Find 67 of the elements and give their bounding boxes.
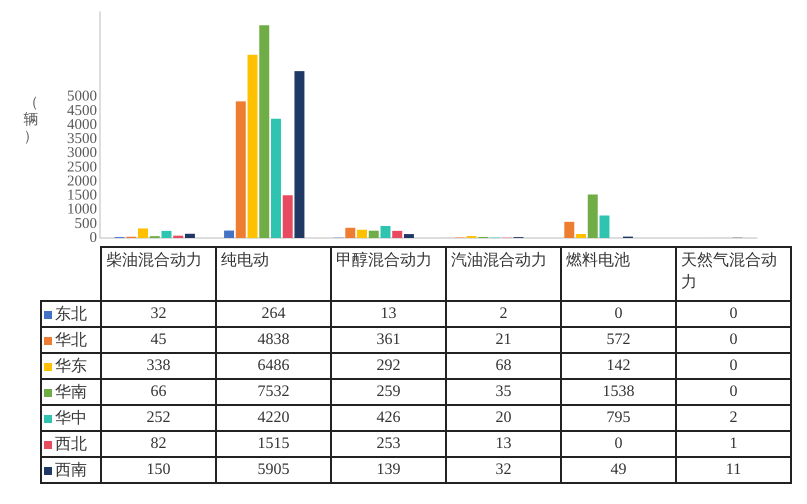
y-tick-label: 1500 bbox=[67, 188, 97, 204]
data-label: 2 bbox=[676, 405, 791, 431]
data-label: 7532 bbox=[216, 379, 331, 405]
data-label: 2 bbox=[446, 301, 561, 327]
data-label: 0 bbox=[676, 353, 791, 379]
data-label: 49 bbox=[561, 457, 676, 483]
data-label: 361 bbox=[331, 327, 446, 353]
data-label: 264 bbox=[216, 301, 331, 327]
data-label: 4838 bbox=[216, 327, 331, 353]
data-label: 0 bbox=[676, 379, 791, 405]
data-label: 0 bbox=[561, 301, 676, 327]
data-label: 426 bbox=[331, 405, 446, 431]
data-label: 21 bbox=[446, 327, 561, 353]
data-label: 1515 bbox=[216, 431, 331, 457]
data-label: 32 bbox=[446, 457, 561, 483]
data-label: 20 bbox=[446, 405, 561, 431]
data-label: 1538 bbox=[561, 379, 676, 405]
data-label: 252 bbox=[101, 405, 216, 431]
data-label: 35 bbox=[446, 379, 561, 405]
data-label: 45 bbox=[101, 327, 216, 353]
data-label: 13 bbox=[331, 301, 446, 327]
data-label: 795 bbox=[561, 405, 676, 431]
y-tick-label: 2500 bbox=[67, 159, 97, 176]
data-label: 4220 bbox=[216, 405, 331, 431]
legend-label: 华北 bbox=[41, 327, 101, 353]
data-label: 66 bbox=[101, 379, 216, 405]
y-tick-label: 0 bbox=[90, 230, 97, 246]
y-tick-label: 500 bbox=[74, 216, 97, 232]
data-label: 338 bbox=[101, 353, 216, 379]
data-label: 5905 bbox=[216, 457, 331, 483]
legend-label: 华南 bbox=[41, 379, 101, 405]
data-label: 0 bbox=[676, 301, 791, 327]
legend-label: 东北 bbox=[41, 301, 101, 327]
data-label: 6486 bbox=[216, 353, 331, 379]
data-label: 68 bbox=[446, 353, 561, 379]
data-label: 253 bbox=[331, 431, 446, 457]
y-tick-label: 2000 bbox=[67, 173, 97, 190]
y-tick-label: 3500 bbox=[67, 131, 97, 148]
x-tick-label: 甲醇混合动力 bbox=[331, 247, 446, 301]
x-tick-label: 柴油混合动力 bbox=[101, 247, 216, 301]
y-tick-label: 3000 bbox=[67, 145, 97, 162]
data-label: 150 bbox=[101, 457, 216, 483]
legend-label: 西北 bbox=[41, 431, 101, 457]
data-label: 32 bbox=[101, 301, 216, 327]
data-label: 82 bbox=[101, 431, 216, 457]
legend-label: 华中 bbox=[41, 405, 101, 431]
data-label: 0 bbox=[561, 431, 676, 457]
data-label: 139 bbox=[331, 457, 446, 483]
data-label: 0 bbox=[676, 327, 791, 353]
x-tick-label: 燃料电池 bbox=[561, 247, 676, 301]
x-tick-label: 纯电动 bbox=[216, 247, 331, 301]
y-tick-label: 4000 bbox=[67, 116, 97, 133]
data-label: 292 bbox=[331, 353, 446, 379]
x-tick-label: 汽油混合动力 bbox=[446, 247, 561, 301]
data-label: 13 bbox=[446, 431, 561, 457]
legend-label: 西南 bbox=[41, 457, 101, 483]
data-label: 11 bbox=[676, 457, 791, 483]
data-label: 572 bbox=[561, 327, 676, 353]
y-tick-label: 1000 bbox=[67, 202, 97, 218]
y-axis-title: （辆） bbox=[22, 95, 40, 146]
data-label: 142 bbox=[561, 353, 676, 379]
x-tick-label: 天然气混合动力 bbox=[676, 247, 791, 301]
y-tick-label: 5000 bbox=[67, 88, 97, 105]
legend-label: 华东 bbox=[41, 353, 101, 379]
y-tick-label: 4500 bbox=[67, 102, 97, 119]
data-label: 1 bbox=[676, 431, 791, 457]
data-label: 259 bbox=[331, 379, 446, 405]
